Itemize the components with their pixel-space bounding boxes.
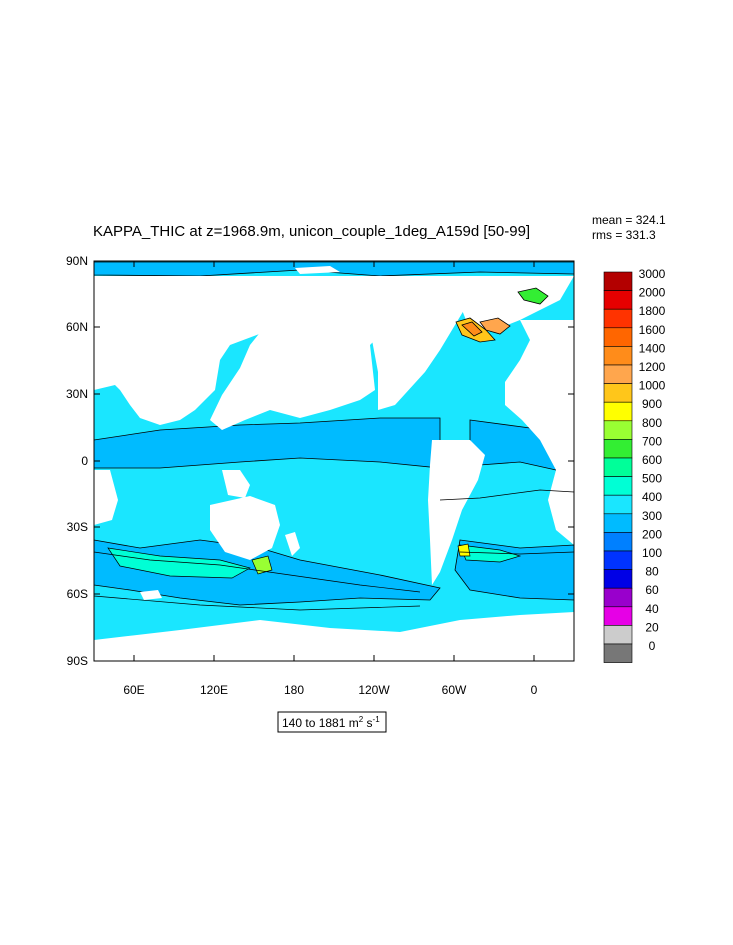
colorbar-label: 1600 [639, 323, 666, 337]
colorbar-label: 900 [642, 397, 662, 411]
x-tick-180: 180 [284, 683, 304, 697]
colorbar-swatch [603, 439, 633, 459]
colorbar-swatch [603, 383, 633, 403]
y-tick-30s: 30S [67, 520, 88, 534]
colorbar-label: 500 [642, 472, 662, 486]
colorbar-swatch [603, 457, 633, 477]
colorbar-label: 3000 [639, 267, 666, 281]
contour-lines [94, 489, 574, 611]
x-tick-120w: 120W [358, 683, 390, 697]
colorbar-label: 600 [642, 453, 662, 467]
rms-stat: rms = 331.3 [592, 228, 656, 242]
southern-hotspots [251, 543, 471, 575]
colorbar-swatch [603, 606, 633, 626]
southern-jet [107, 544, 522, 579]
colorbar-swatch [603, 476, 633, 496]
x-tick-60w: 60W [442, 683, 467, 697]
colorbar-swatch [603, 401, 633, 422]
range-prefix: 140 to 1881 m [282, 716, 359, 730]
colorbar-label: 60 [645, 583, 659, 597]
y-tick-90n: 90N [66, 254, 88, 268]
colorbar-label: 2000 [639, 286, 666, 300]
colorbar-label: 400 [642, 490, 662, 504]
colorbar-label: 20 [645, 620, 659, 634]
colorbar-swatch [603, 532, 633, 552]
colorbar-swatch [603, 308, 633, 329]
x-tick-60e: 60E [123, 683, 144, 697]
colorbar-label: 1800 [639, 304, 666, 318]
colorbar-label: 700 [642, 434, 662, 448]
colorbar-swatch [603, 494, 633, 515]
map-panel [94, 261, 574, 661]
colorbar-label: 1400 [639, 341, 666, 355]
y-tick-eq: 0 [81, 454, 88, 468]
colorbar-swatch [603, 625, 633, 645]
y-tick-60s: 60S [67, 587, 88, 601]
x-tick-0: 0 [531, 683, 538, 697]
colorbar-label: 1200 [639, 360, 666, 374]
colorbar-label: 300 [642, 509, 662, 523]
y-tick-30n: 30N [66, 387, 88, 401]
colorbar-label: 0 [649, 639, 656, 653]
x-axis [133, 261, 535, 661]
land-masses [94, 266, 574, 661]
y-axis-labels: 90N 60N 30N 0 30S 60S 90S [66, 254, 88, 668]
y-tick-60n: 60N [66, 320, 88, 334]
colorbar-swatch [603, 271, 633, 291]
mean-stat: mean = 324.1 [592, 213, 666, 227]
x-tick-120e: 120E [200, 683, 228, 697]
range-mid: s [363, 716, 372, 730]
colorbar: 3000200018001600140012001000900800700600… [603, 267, 666, 663]
colorbar-label: 200 [642, 527, 662, 541]
svg-text:140 to 1881 m2 s-1: 140 to 1881 m2 s-1 [282, 715, 380, 730]
y-tick-90s: 90S [67, 654, 88, 668]
colorbar-label: 100 [642, 546, 662, 560]
north-atlantic-hotspot [455, 287, 549, 343]
colorbar-swatch [603, 569, 633, 589]
colorbar-swatch [603, 643, 633, 663]
range-sup2: -1 [373, 715, 381, 724]
y-axis [94, 260, 574, 662]
x-axis-labels: 60E 120E 180 120W 60W 0 [123, 683, 537, 697]
colorbar-label: 1000 [639, 379, 666, 393]
colorbar-swatch [603, 327, 633, 347]
range-label: 140 to 1881 m2 s-1 [277, 711, 387, 733]
map-title: KAPPA_THIC at z=1968.9m, unicon_couple_1… [93, 223, 530, 240]
colorbar-label: 80 [645, 565, 659, 579]
range-sup1: 2 [359, 715, 364, 724]
colorbar-swatch [603, 513, 633, 533]
colorbar-swatch [603, 364, 633, 384]
colorbar-label: 800 [642, 416, 662, 430]
colorbar-swatch [603, 550, 633, 570]
colorbar-swatch [603, 290, 633, 310]
colorbar-swatch [603, 587, 633, 608]
colorbar-swatch [603, 420, 633, 440]
colorbar-swatch [603, 346, 633, 366]
colorbar-label: 40 [645, 602, 659, 616]
